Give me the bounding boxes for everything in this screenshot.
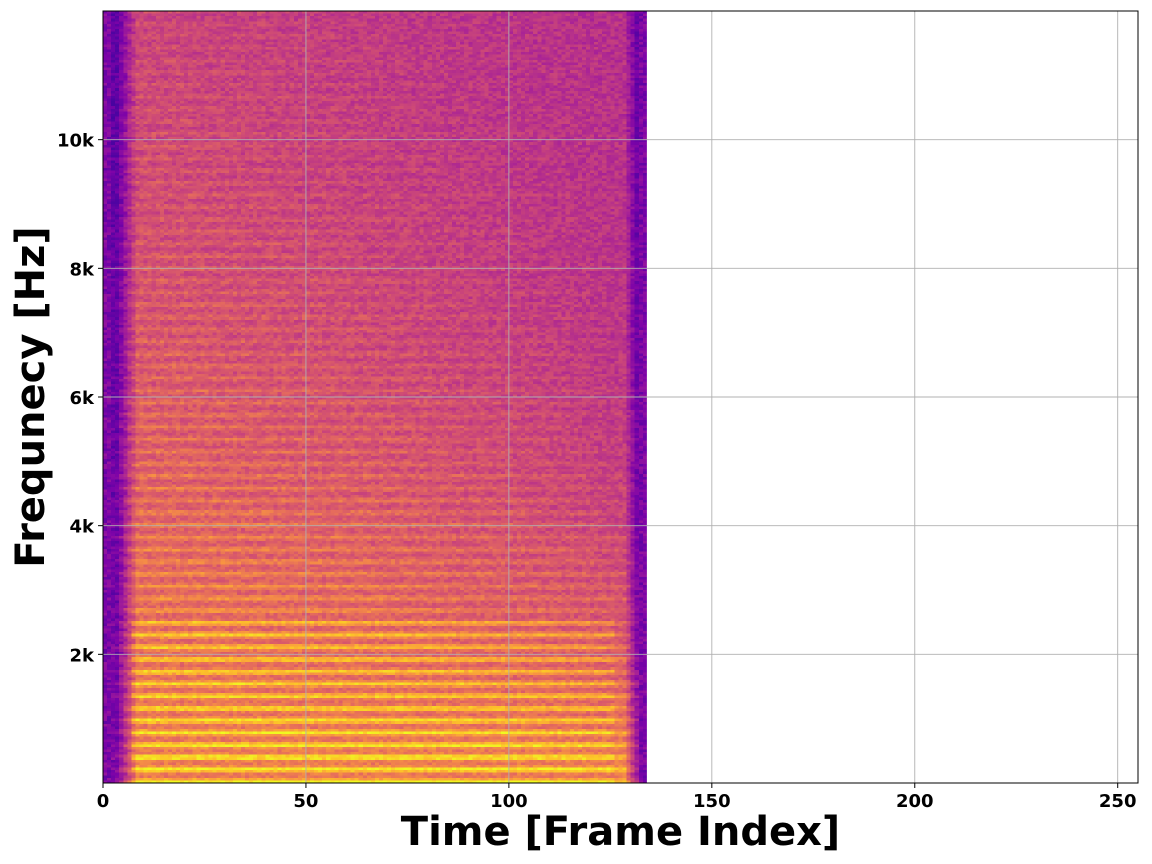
y-tick-label: 6k bbox=[70, 388, 96, 409]
grid-lines bbox=[102, 11, 1138, 783]
x-tick-label: 50 bbox=[293, 791, 318, 812]
x-tick-label: 0 bbox=[97, 791, 110, 812]
y-tick-label: 2k bbox=[70, 645, 96, 666]
y-tick-label: 8k bbox=[70, 259, 96, 280]
x-tick-label: 250 bbox=[1099, 791, 1137, 812]
y-axis-ticks: 2k 4k 6k 8k 10k bbox=[57, 131, 103, 666]
x-axis-ticks: 0 50 100 150 200 250 bbox=[97, 783, 1137, 812]
x-tick-label: 200 bbox=[896, 791, 934, 812]
y-tick-label: 4k bbox=[70, 517, 96, 538]
x-tick-label: 150 bbox=[693, 791, 731, 812]
x-tick-label: 100 bbox=[490, 791, 528, 812]
x-axis-label: Time [Frame Index] bbox=[401, 809, 840, 855]
y-axis-label: Frequnecy [Hz] bbox=[8, 226, 54, 567]
y-tick-label: 10k bbox=[57, 131, 95, 152]
